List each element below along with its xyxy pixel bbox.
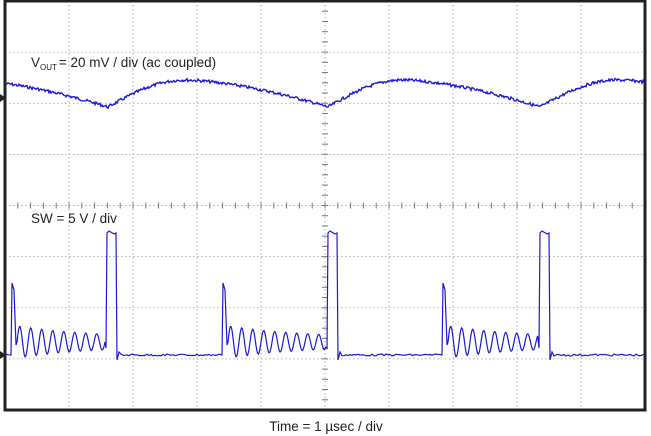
grid [4, 0, 646, 410]
screen-frame [3, 0, 647, 412]
vout-trace [5, 77, 645, 110]
sw-marker [0, 351, 6, 359]
vout-marker [0, 94, 6, 102]
sw-trace [5, 230, 645, 361]
vout-text: = 20 mV / div (ac coupled) [59, 55, 216, 70]
vout-label: VOUT = 20 mV / div (ac coupled) [31, 55, 216, 72]
vout-subscript: OUT [40, 63, 57, 72]
vout-symbol: V [31, 55, 40, 70]
time-label: Time = 1 µsec / div [269, 419, 383, 434]
sw-label: SW = 5 V / div [31, 211, 117, 226]
